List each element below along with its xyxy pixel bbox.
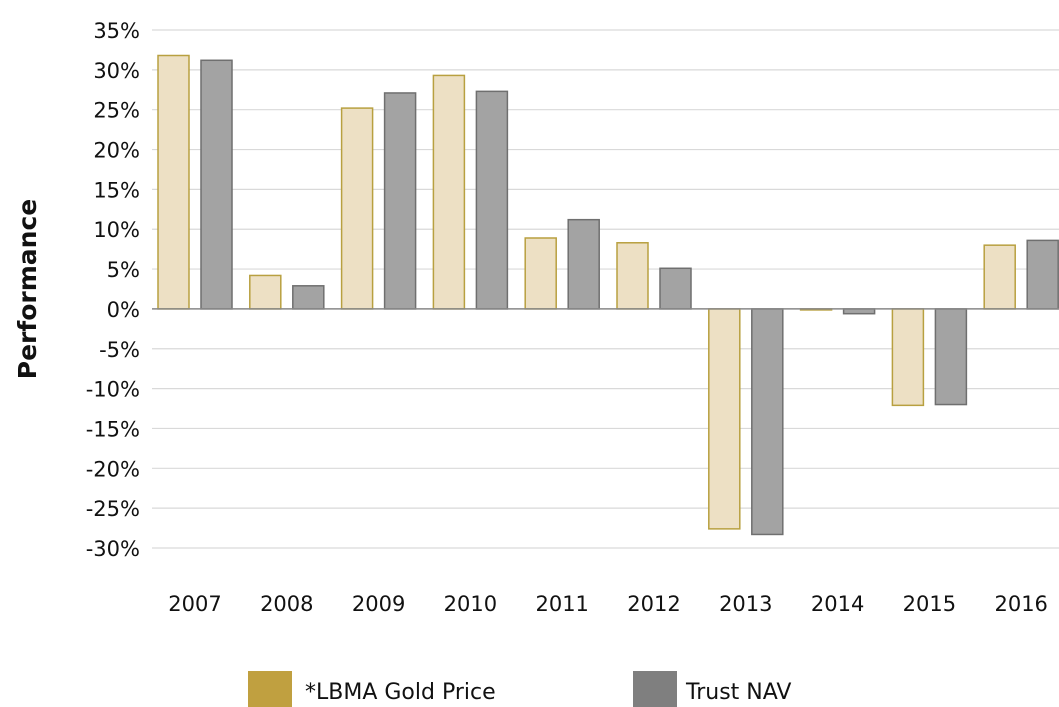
x-tick-label: 2008: [260, 592, 313, 616]
y-axis-label: Performance: [13, 199, 42, 379]
bar-trust-nav-2011: [567, 218, 600, 310]
bar-lbma-gold-price-2009: [340, 107, 374, 310]
y-tick-label: -15%: [86, 417, 140, 441]
y-tick-label: 5%: [107, 258, 140, 282]
legend-label-lbma-gold-price: *LBMA Gold Price: [305, 680, 496, 705]
x-tick-label: 2007: [168, 592, 221, 616]
y-tick-label: 35%: [93, 19, 140, 43]
bar-trust-nav-2010: [475, 90, 509, 310]
y-tick-label: 25%: [93, 99, 140, 123]
y-tick-label: -25%: [86, 497, 140, 521]
legend-swatch-lbma-gold-price: [248, 671, 292, 707]
y-tick-label: 10%: [93, 218, 140, 242]
y-axis-ticks: 35% 30% 25% 20% 15% 10% 5% 0% -5% -10% -15% -20% -25…: [86, 19, 140, 561]
x-tick-label: 2010: [444, 592, 497, 616]
bar-trust-nav-2015: [934, 308, 968, 406]
x-tick-label: 2015: [903, 592, 956, 616]
bar-lbma-gold-price-2016: [983, 244, 1016, 310]
legend: *LBMA Gold Price Trust NAV: [248, 671, 791, 707]
bar-lbma-gold-price-2010: [432, 74, 466, 310]
x-tick-label: 2014: [811, 592, 864, 616]
y-tick-label: 20%: [93, 139, 140, 163]
bar-trust-nav-2012: [659, 267, 692, 310]
y-tick-label: -30%: [86, 537, 140, 561]
x-tick-label: 2011: [535, 592, 588, 616]
bar-lbma-gold-price-2012: [616, 242, 649, 310]
y-tick-label: -20%: [86, 457, 140, 481]
y-tick-label: -5%: [99, 338, 140, 362]
legend-swatch-trust-nav: [633, 671, 677, 707]
bar-lbma-gold-price-2007: [157, 54, 190, 310]
bar-lbma-gold-price-2015: [891, 308, 925, 407]
bar-trust-nav-2007: [200, 59, 233, 310]
x-tick-label: 2012: [627, 592, 680, 616]
x-tick-label: 2013: [719, 592, 772, 616]
x-tick-label: 2009: [352, 592, 405, 616]
gridlines: [152, 29, 1059, 549]
bar-lbma-gold-price-2013: [708, 308, 741, 530]
bar-trust-nav-2008: [292, 285, 325, 310]
x-tick-label: 2016: [994, 592, 1047, 616]
bar-trust-nav-2016: [1026, 239, 1059, 310]
bar-trust-nav-2009: [383, 92, 417, 310]
y-tick-label: 0%: [107, 298, 140, 322]
bars: [157, 54, 1059, 536]
x-axis-ticks: 2007 2008 2009 2010 2011 2012 2013 2014 2015 2016: [168, 592, 1048, 616]
bar-lbma-gold-price-2011: [524, 237, 557, 310]
y-tick-label: 30%: [93, 59, 140, 83]
bar-lbma-gold-price-2008: [249, 274, 282, 310]
y-tick-label: 15%: [93, 178, 140, 202]
legend-label-trust-nav: Trust NAV: [685, 680, 791, 705]
y-tick-label: -10%: [86, 378, 140, 402]
bar-trust-nav-2013: [751, 308, 784, 536]
